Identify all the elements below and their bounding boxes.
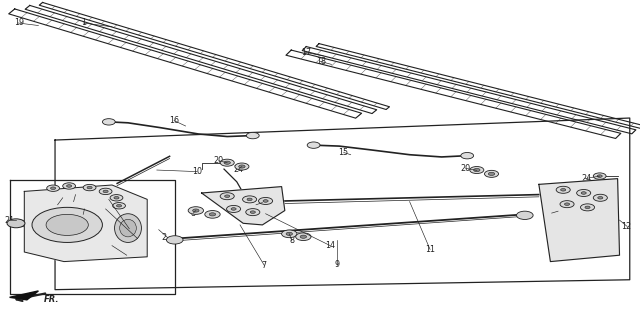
Text: 14: 14 [325,241,335,250]
Text: 13: 13 [251,200,261,209]
Circle shape [259,197,273,204]
Circle shape [205,211,220,218]
Circle shape [231,208,236,210]
Circle shape [220,159,234,166]
Circle shape [99,188,112,195]
Circle shape [564,203,570,205]
Circle shape [225,195,230,197]
Circle shape [114,197,119,199]
Circle shape [246,132,259,139]
Circle shape [470,167,484,174]
Circle shape [246,209,260,216]
Text: 1: 1 [81,19,86,27]
Circle shape [235,163,249,170]
Text: 17: 17 [301,48,312,57]
Text: 11: 11 [425,245,435,254]
Circle shape [484,170,499,177]
Circle shape [67,185,72,187]
Polygon shape [202,187,285,225]
Circle shape [296,233,311,241]
Polygon shape [539,179,620,262]
Text: 2: 2 [161,233,166,242]
Circle shape [300,235,307,238]
Text: 9: 9 [335,260,340,269]
Circle shape [32,207,102,242]
Circle shape [239,165,245,168]
Circle shape [286,232,292,235]
Circle shape [188,207,204,214]
Circle shape [51,187,56,189]
Text: 6: 6 [81,210,86,219]
Circle shape [227,205,241,212]
Circle shape [193,209,199,212]
Circle shape [83,184,96,191]
Text: 10: 10 [192,167,202,176]
Circle shape [580,204,595,211]
Text: 4: 4 [55,200,60,209]
Circle shape [461,152,474,159]
Circle shape [220,193,234,200]
Ellipse shape [120,219,136,237]
Text: 3: 3 [124,251,129,260]
Circle shape [166,236,183,244]
Circle shape [47,185,60,191]
Circle shape [263,200,268,202]
Text: 23: 23 [132,234,143,243]
Circle shape [102,119,115,125]
Text: 19: 19 [14,19,24,27]
Ellipse shape [115,214,141,242]
Circle shape [63,183,76,189]
Text: 18: 18 [316,57,326,66]
Circle shape [46,214,88,235]
Circle shape [282,230,297,238]
Circle shape [209,213,216,216]
Text: 20: 20 [461,164,471,173]
Circle shape [307,142,320,148]
Polygon shape [10,291,38,300]
Circle shape [103,190,108,193]
Text: 5: 5 [71,197,76,206]
Circle shape [581,192,586,194]
Circle shape [243,196,257,203]
Circle shape [224,161,230,164]
Text: 22: 22 [124,224,134,233]
Circle shape [516,211,533,219]
Circle shape [585,206,590,209]
Text: 24: 24 [581,174,591,183]
Circle shape [474,168,480,172]
Text: 12: 12 [621,222,631,231]
Circle shape [597,175,602,177]
Text: 13: 13 [547,209,557,218]
Circle shape [250,211,255,213]
Circle shape [113,203,125,209]
Circle shape [116,204,122,207]
Circle shape [560,201,574,208]
Circle shape [593,194,607,201]
Circle shape [577,189,591,197]
Text: 20: 20 [214,156,224,165]
Circle shape [7,219,25,228]
Text: 16: 16 [169,116,179,125]
Circle shape [593,173,606,179]
Text: 8: 8 [191,209,196,218]
Text: 15: 15 [339,148,349,157]
Circle shape [556,186,570,193]
Text: FR.: FR. [44,295,59,304]
Circle shape [247,198,252,201]
Text: 8: 8 [289,236,294,245]
Circle shape [561,189,566,191]
Circle shape [488,172,495,175]
Circle shape [598,197,603,199]
Text: 24: 24 [234,165,244,174]
Text: 7: 7 [262,261,267,270]
Polygon shape [24,185,147,262]
Circle shape [87,186,92,189]
Circle shape [110,195,123,201]
Text: 21: 21 [4,216,15,225]
